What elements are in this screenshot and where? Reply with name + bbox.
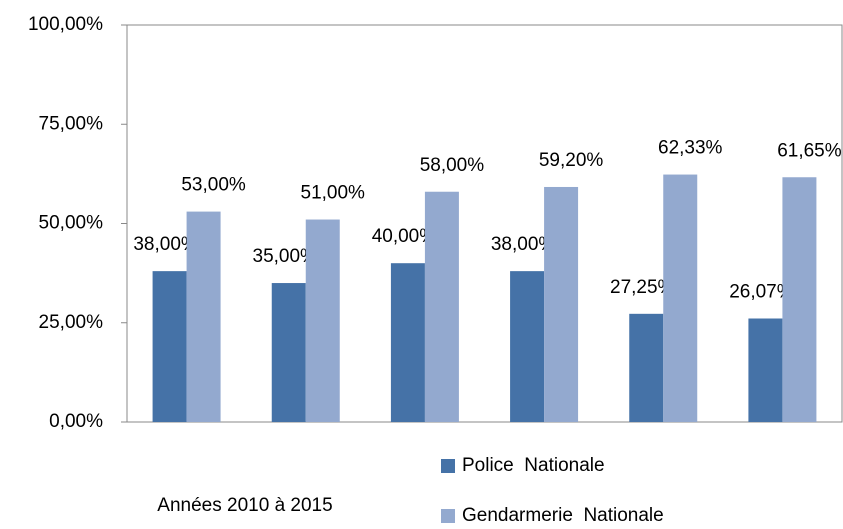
bar: [629, 313, 664, 422]
bar: [271, 283, 306, 422]
data-label: 38,00%: [491, 234, 556, 255]
data-label: 27,25%: [610, 277, 675, 298]
legend-swatch: [441, 459, 455, 473]
legend-label: Police Nationale: [462, 455, 605, 476]
bar: [186, 211, 221, 422]
y-tick-label: 75,00%: [39, 113, 104, 134]
data-label: 53,00%: [181, 175, 246, 196]
legend-label: Gendarmerie Nationale: [462, 505, 664, 526]
data-label: 40,00%: [372, 226, 437, 247]
bar: [152, 271, 187, 422]
bar: [782, 177, 817, 422]
data-label: 26,07%: [729, 282, 794, 303]
bar: [390, 263, 425, 422]
y-tick-label: 0,00%: [49, 411, 103, 432]
bar: [748, 318, 783, 422]
data-label: 62,33%: [658, 138, 723, 159]
data-label: 58,00%: [420, 155, 485, 176]
data-label: 38,00%: [133, 234, 198, 255]
data-label: 51,00%: [301, 183, 366, 204]
legend-swatch: [441, 509, 455, 523]
x-axis-label: Années 2010 à 2015: [157, 495, 332, 516]
bar: [510, 271, 545, 422]
bar: [663, 174, 698, 422]
bar: [424, 191, 459, 422]
data-label: 61,65%: [777, 140, 842, 161]
plot-frame: [126, 24, 843, 423]
bar: [544, 186, 579, 422]
data-label: 59,20%: [539, 150, 604, 171]
bar: [305, 219, 340, 422]
y-tick-label: 50,00%: [39, 213, 104, 234]
y-tick-label: 100,00%: [28, 14, 103, 35]
y-tick-label: 25,00%: [39, 312, 104, 333]
data-label: 35,00%: [253, 246, 318, 267]
